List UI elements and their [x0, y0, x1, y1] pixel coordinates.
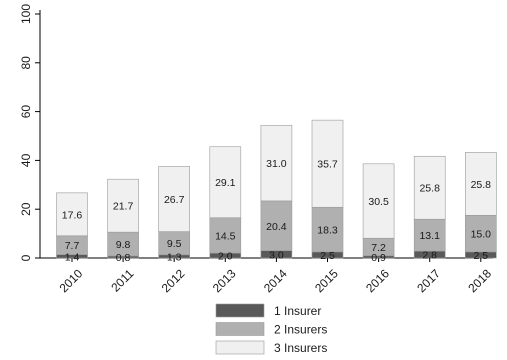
data-label: 1.3 — [167, 251, 182, 263]
data-label: 26.7 — [164, 194, 185, 206]
data-label: 7.7 — [65, 240, 80, 252]
y-tick-label: 80 — [19, 56, 33, 70]
data-label: 13.1 — [419, 230, 440, 242]
y-axis: 0 20 40 60 80 100 — [19, 4, 41, 261]
bars — [56, 119, 497, 259]
bar-segment-3-insurers — [311, 119, 344, 208]
bar-segment-2-insurers — [209, 217, 242, 254]
legend: 1 Insurer 2 Insurers 3 Insurers — [215, 303, 327, 355]
x-tick-label: 2013 — [210, 266, 239, 295]
y-tick-label: 60 — [19, 105, 33, 119]
legend-swatch — [215, 340, 265, 355]
bar-segment-2-insurers — [413, 218, 446, 252]
data-label: 2.5 — [320, 250, 335, 262]
bar-segment-3-insurers — [260, 124, 293, 202]
data-label: 15.0 — [471, 229, 492, 241]
data-label: 7.2 — [371, 242, 386, 254]
y-tick-label: 100 — [19, 4, 33, 24]
data-labels: 1.47.7 17.6 0.89.8 21.7 1.39.5 26.7 2.0 14.5 29.… — [62, 158, 491, 264]
data-label: 0.8 — [116, 252, 131, 264]
data-label: 20.4 — [266, 221, 287, 233]
data-label: 35.7 — [317, 159, 338, 171]
legend-swatch — [215, 303, 265, 318]
data-label: 31.0 — [266, 158, 287, 170]
data-label: 30.5 — [368, 196, 389, 208]
data-label: 14.5 — [215, 230, 236, 242]
data-label: 9.8 — [116, 239, 131, 251]
data-label: 2.5 — [473, 250, 488, 262]
y-tick-label: 40 — [19, 153, 33, 167]
data-label: 29.1 — [215, 177, 236, 189]
y-tick-label: 0 — [19, 254, 33, 261]
data-label: 17.6 — [62, 209, 83, 221]
data-label: 2.8 — [422, 250, 437, 262]
data-label: 25.8 — [471, 179, 492, 191]
x-tick-label: 2018 — [465, 266, 494, 295]
data-label: 2.0 — [218, 251, 233, 263]
bar-segment-3-insurers — [362, 163, 395, 239]
data-label: 25.8 — [419, 183, 440, 195]
x-tick-label: 2015 — [312, 266, 341, 295]
bar-segment-2-insurers — [464, 215, 497, 253]
bar-segment-3-insurers — [56, 192, 88, 237]
x-axis: 2010 2011 2012 2013 2014 2015 2016 2017 2018 — [40, 257, 494, 295]
bar-segment-3-insurers — [413, 155, 446, 220]
x-tick-label: 2011 — [108, 266, 136, 294]
y-tick-label: 20 — [19, 202, 33, 216]
legend-label: 3 Insurers — [274, 341, 327, 355]
x-tick-label: 2014 — [261, 266, 290, 295]
bar-segment-3-insurers — [209, 146, 242, 219]
data-label: 0.9 — [371, 252, 386, 264]
bar-segment-3-insurers — [464, 152, 497, 216]
data-label: 21.7 — [113, 201, 134, 213]
legend-label: 2 Insurers — [274, 323, 327, 337]
x-tick-label: 2010 — [57, 266, 86, 295]
data-label: 18.3 — [317, 225, 338, 237]
data-label: 1.4 — [65, 251, 80, 263]
data-label: 3.0 — [269, 249, 284, 261]
data-label: 9.5 — [167, 238, 182, 250]
x-tick-label: 2012 — [159, 266, 188, 295]
bar-segment-3-insurers — [107, 178, 139, 233]
legend-swatch — [215, 322, 265, 336]
bar-segment-3-insurers — [158, 166, 190, 232]
bar-segment-2-insurers — [260, 200, 293, 251]
x-tick-label: 2017 — [414, 266, 443, 295]
x-tick-label: 2016 — [363, 266, 392, 295]
legend-label: 1 Insurer — [274, 304, 321, 318]
